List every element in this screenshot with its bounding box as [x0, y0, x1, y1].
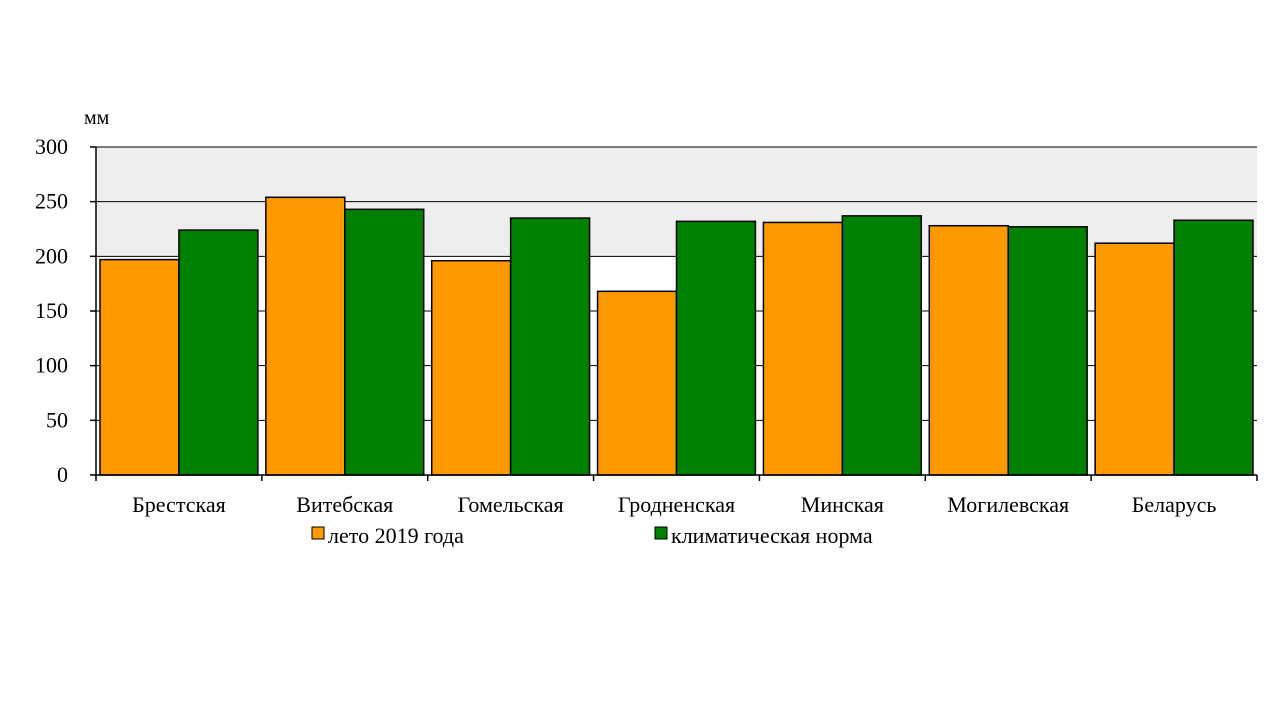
y-tick-label: 50: [46, 407, 68, 432]
bar-summer-2019: [1094, 242, 1175, 476]
legend-swatch: [654, 526, 668, 540]
y-tick-label: 200: [35, 243, 68, 268]
bar-climate-norm: [178, 229, 259, 476]
legend-label: лето 2019 года: [328, 523, 464, 548]
y-axis-unit-label: мм: [84, 107, 110, 129]
x-category-label: Гомельская: [458, 492, 564, 517]
bar-summer-2019: [762, 221, 844, 476]
bar-summer-2019: [430, 259, 512, 476]
bar-summer-2019: [99, 258, 180, 476]
x-category-label: Брестская: [132, 492, 226, 517]
x-category-label: Гродненская: [618, 492, 735, 517]
legend-label: климатическая норма: [671, 523, 873, 548]
bar-climate-norm: [344, 208, 425, 476]
bar-summer-2019: [265, 196, 346, 476]
x-category-label: Витебская: [296, 492, 393, 517]
y-tick-label: 300: [35, 134, 68, 159]
y-tick-label: 250: [35, 189, 68, 214]
bar-climate-norm: [1007, 226, 1088, 476]
y-tick-label: 100: [35, 353, 68, 378]
y-tick-label: 0: [57, 462, 68, 487]
legend-swatch: [311, 526, 325, 540]
x-category-label: Беларусь: [1132, 492, 1217, 517]
x-category-label: Могилевская: [947, 492, 1069, 517]
bar-climate-norm: [509, 217, 591, 476]
bar-summer-2019: [928, 224, 1009, 476]
bar-climate-norm: [675, 220, 757, 476]
bar-climate-norm: [1173, 219, 1254, 476]
bar-summer-2019: [596, 290, 678, 476]
bar-climate-norm: [841, 215, 923, 476]
y-tick-label: 150: [35, 298, 68, 323]
x-category-label: Минская: [801, 492, 884, 517]
